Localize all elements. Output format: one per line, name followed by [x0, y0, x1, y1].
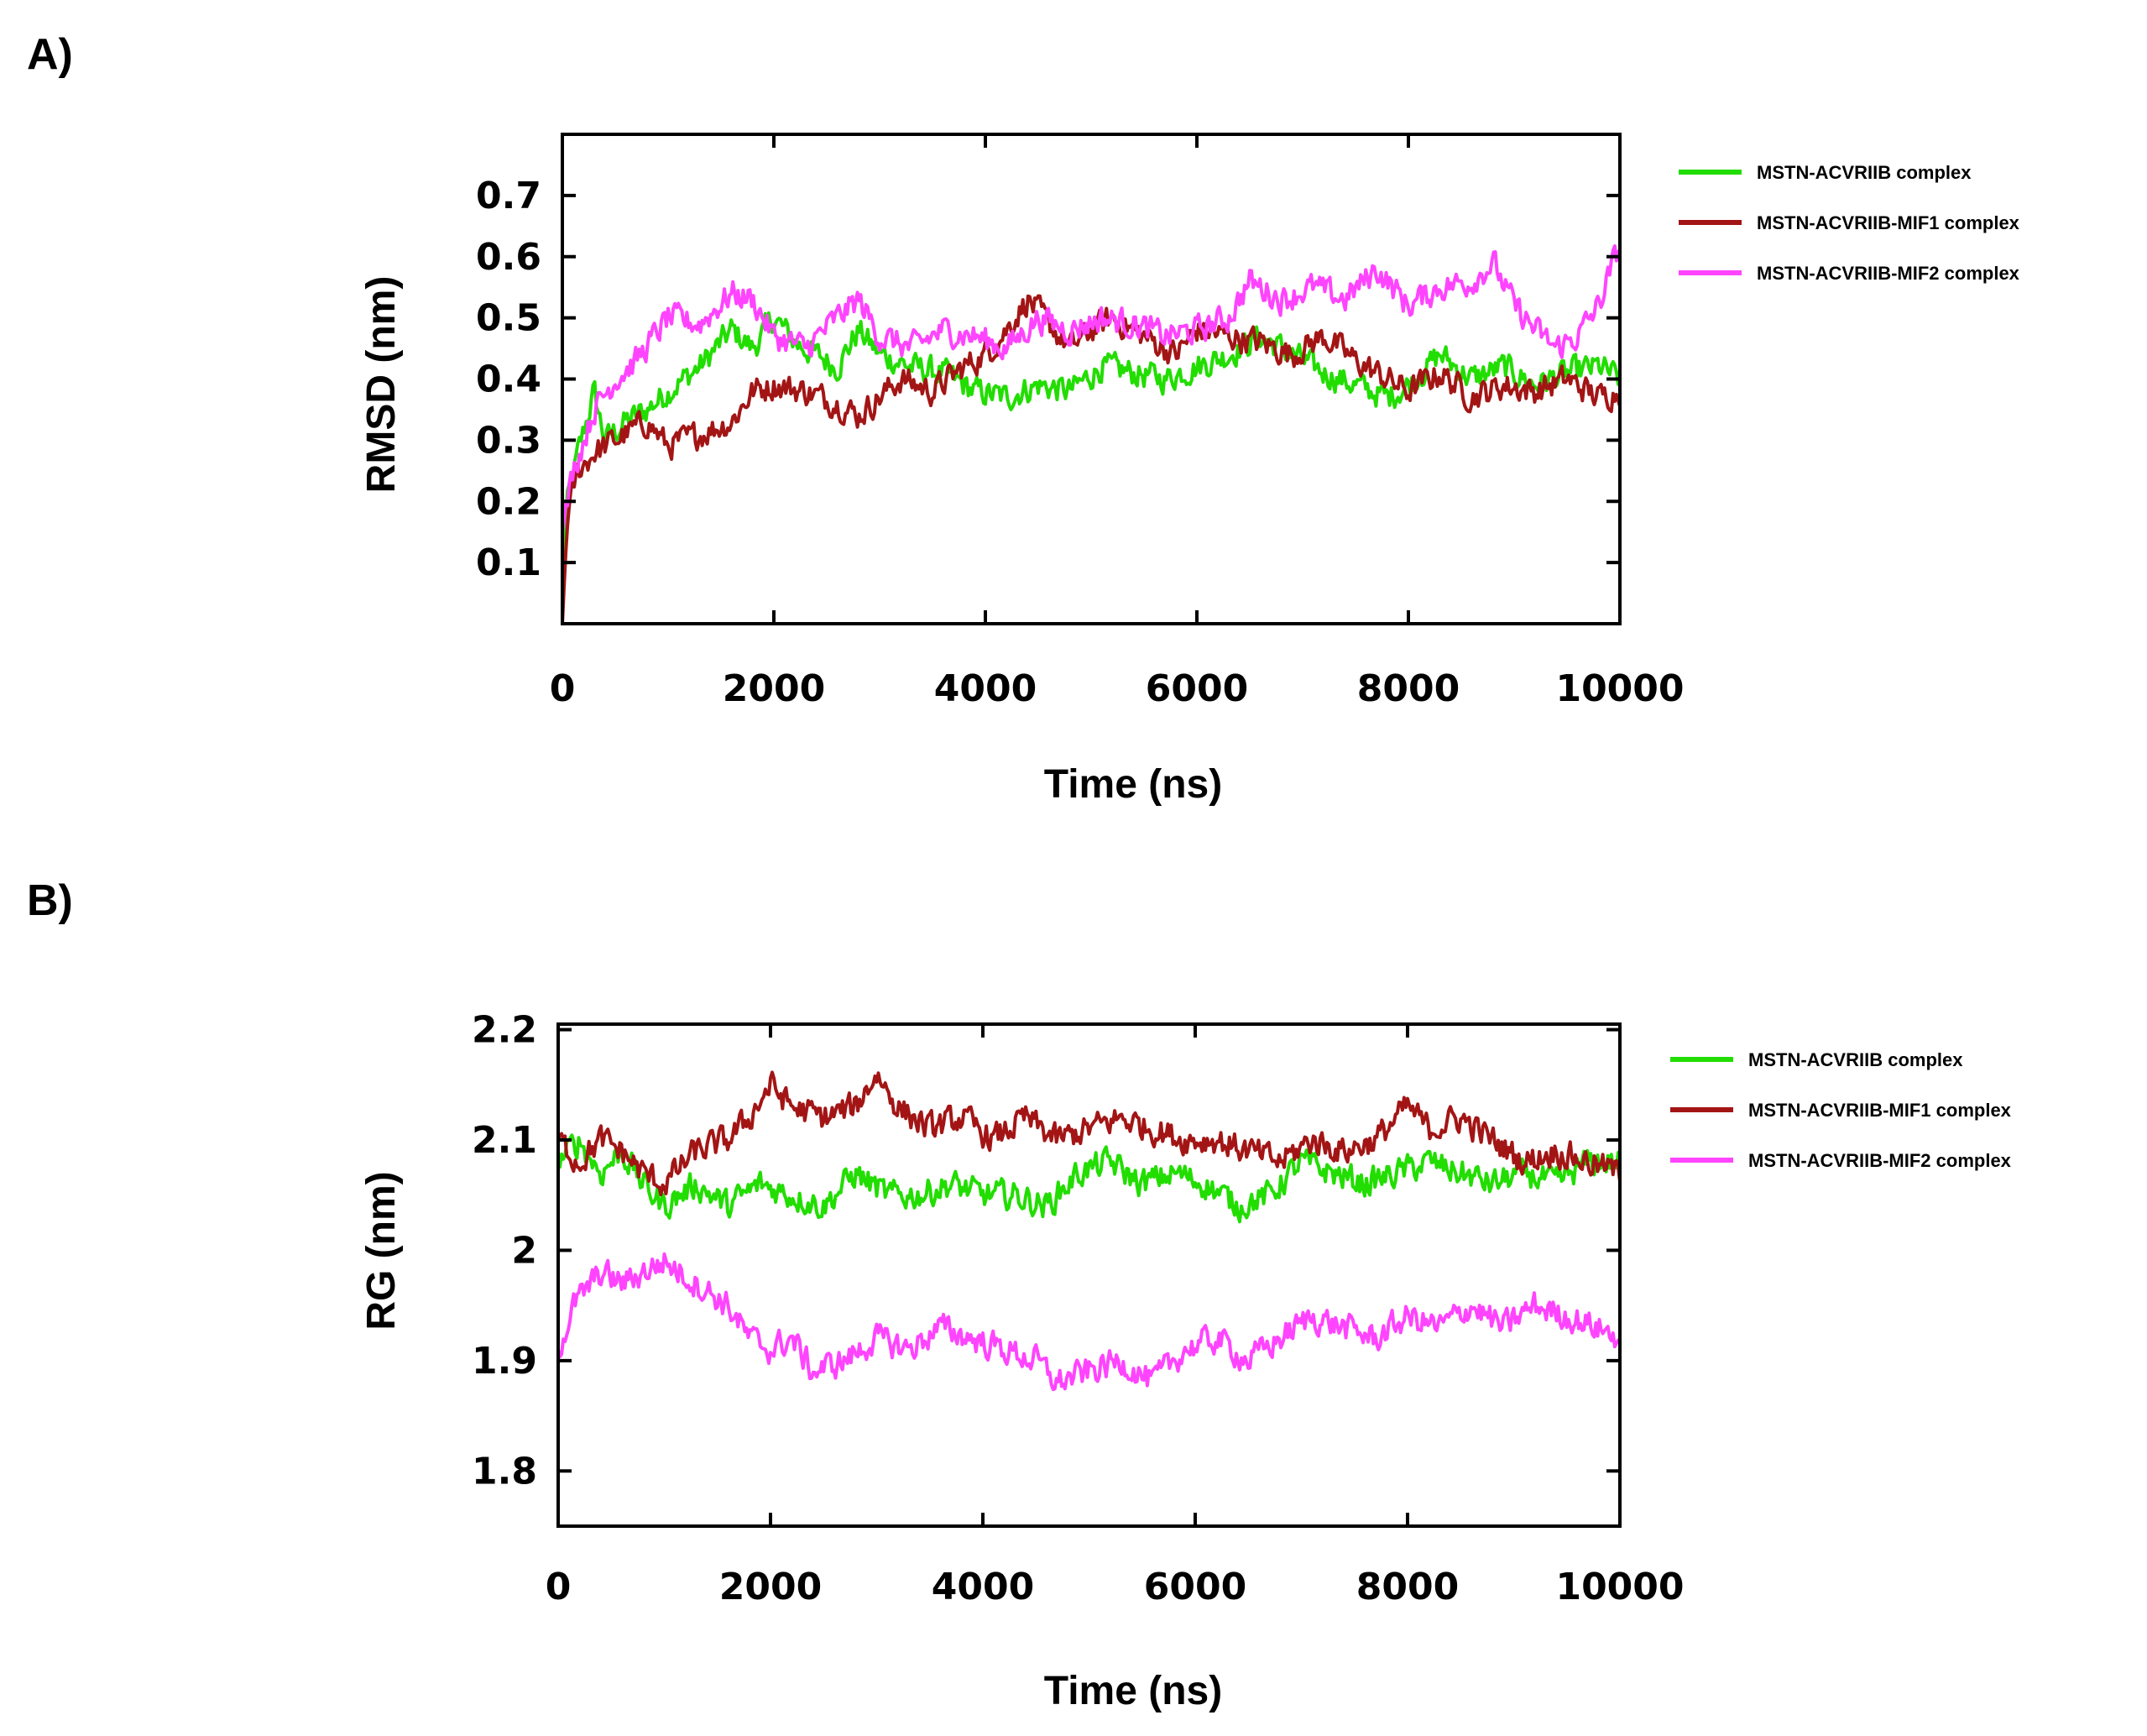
- y-tick-label: 0.1: [476, 541, 541, 584]
- y-tick-label: 2.2: [472, 1009, 537, 1052]
- y-tick-label: 1.9: [472, 1340, 537, 1383]
- legend-label: MSTN-ACVRIIB complex: [1757, 162, 1972, 183]
- y-tick-label: 1.8: [472, 1450, 537, 1493]
- plot-frame: [556, 1022, 1622, 1528]
- series-line-2: [561, 294, 1622, 625]
- x-tick-label: 2000: [719, 1566, 822, 1608]
- legend-label: MSTN-ACVRIIB-MIF1 complex: [1748, 1100, 2012, 1121]
- y-tick-label: 0.4: [476, 358, 541, 401]
- x-tick-label: 10000: [1555, 1566, 1684, 1608]
- x-tick-label: 4000: [934, 667, 1037, 710]
- x-axis-title: Time (ns): [1044, 1669, 1222, 1713]
- series-line-1: [556, 1133, 1622, 1224]
- y-tick-label: 0.2: [476, 480, 541, 523]
- legend-label: MSTN-ACVRIIB-MIF2 complex: [1748, 1150, 2012, 1171]
- x-axis-title: Time (ns): [1044, 762, 1222, 807]
- series-line-3: [556, 1252, 1621, 1392]
- series-line-3: [561, 244, 1622, 533]
- panel-a: A) Time (ns) RMSD (nm) 0 2000 4000 6000 8000…: [27, 30, 2020, 807]
- y-tick-label: 0.5: [476, 297, 541, 340]
- legend-label: MSTN-ACVRIIB-MIF1 complex: [1757, 212, 2020, 233]
- panel-label: B): [27, 876, 73, 925]
- x-tick-label: 2000: [723, 667, 825, 710]
- y-tick-label: 0.6: [476, 236, 541, 279]
- x-tick-label: 8000: [1356, 1566, 1459, 1608]
- y-axis-title: RMSD (nm): [359, 276, 404, 494]
- y-axis-title: RG (nm): [359, 1171, 404, 1330]
- x-tick-label: 0: [550, 667, 576, 710]
- x-tick-label: 4000: [932, 1566, 1034, 1608]
- y-tick-label: 2.1: [472, 1119, 537, 1162]
- x-tick-label: 6000: [1146, 667, 1248, 710]
- y-tick-label: 2: [511, 1229, 537, 1272]
- series-line-2: [556, 1070, 1622, 1197]
- panel-label: A): [27, 30, 73, 79]
- y-tick-label: 0.7: [476, 175, 541, 217]
- series-line-1: [561, 311, 1622, 563]
- panel-b: B) Time (ns) RG (nm) 0 2000 4000 6000 8000 10…: [27, 876, 2012, 1713]
- y-tick-label: 0.3: [476, 419, 541, 462]
- legend-label: MSTN-ACVRIIB-MIF2 complex: [1757, 263, 2020, 284]
- x-tick-label: 10000: [1555, 667, 1684, 710]
- x-tick-label: 6000: [1144, 1566, 1246, 1608]
- legend-label: MSTN-ACVRIIB complex: [1748, 1049, 1963, 1070]
- x-tick-label: 0: [546, 1566, 572, 1608]
- x-tick-label: 8000: [1357, 667, 1460, 710]
